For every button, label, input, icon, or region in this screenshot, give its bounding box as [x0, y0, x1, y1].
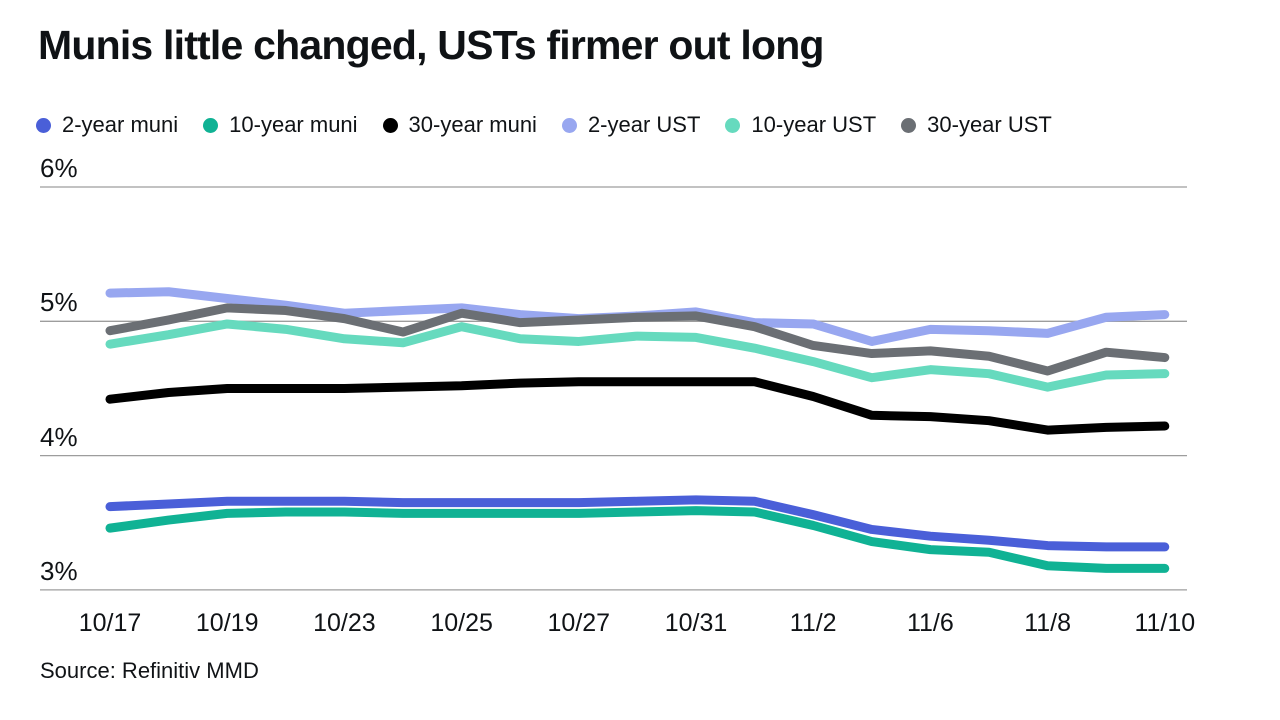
legend-dot-icon [36, 117, 51, 133]
legend-item-label: 30-year muni [408, 112, 537, 137]
x-axis-tick: 11/8 [1024, 609, 1071, 637]
legend-dot-icon [901, 117, 917, 133]
legend-item-30-year-ust: 30-year UST [901, 112, 1052, 138]
legend-item-2-year-ust: 2-year UST [561, 112, 701, 138]
legend-dot-icon [203, 117, 219, 133]
y-axis-tick: 5% [40, 287, 78, 318]
x-axis-tick: 10/31 [664, 609, 728, 637]
page-title: Munis little changed, USTs firmer out lo… [38, 22, 824, 68]
legend-item-label: 30-year UST [927, 112, 1052, 137]
series-line-10-year-ust [105, 319, 1170, 392]
y-axis-tick: 3% [40, 555, 78, 586]
legend-dot-icon [561, 117, 577, 133]
legend-item-label: 10-year UST [751, 112, 877, 137]
x-axis-tick: 11/2 [789, 609, 837, 637]
x-axis-tick: 10/17 [78, 609, 142, 637]
x-axis-tick: 10/23 [313, 609, 376, 637]
legend-item-2-year-muni: 2-year muni [36, 112, 178, 138]
legend-item-label: 2-year muni [62, 112, 179, 137]
chart-legend: 2-year muni 10-year muni 30-year muni 2-yea… [36, 112, 1052, 138]
x-axis-tick: 10/25 [430, 609, 493, 637]
x-axis-tick: 10/19 [195, 609, 259, 637]
x-axis-tick: 10/27 [547, 609, 611, 637]
series-line-30-year-muni [105, 377, 1170, 435]
legend-dot-icon [382, 117, 398, 133]
y-axis-tick: 4% [40, 421, 78, 452]
series-line-2-year-muni [105, 495, 1170, 552]
legend-item-10-year-ust: 10-year UST [725, 112, 876, 138]
x-axis-tick: 11/6 [906, 609, 954, 637]
source-caption: Source: Refinitiv MMD [40, 658, 259, 683]
legend-dot-icon [725, 117, 741, 133]
x-axis-tick: 11/10 [1134, 609, 1196, 637]
y-axis-tick: 6% [40, 153, 78, 183]
legend-item-30-year-muni: 30-year muni [382, 112, 537, 138]
legend-item-label: 2-year UST [587, 112, 701, 137]
legend-item-label: 10-year muni [229, 112, 358, 137]
series-line-10-year-muni [105, 506, 1170, 573]
legend-item-10-year-muni: 10-year muni [203, 112, 358, 138]
series-line-30-year-ust [105, 303, 1170, 376]
